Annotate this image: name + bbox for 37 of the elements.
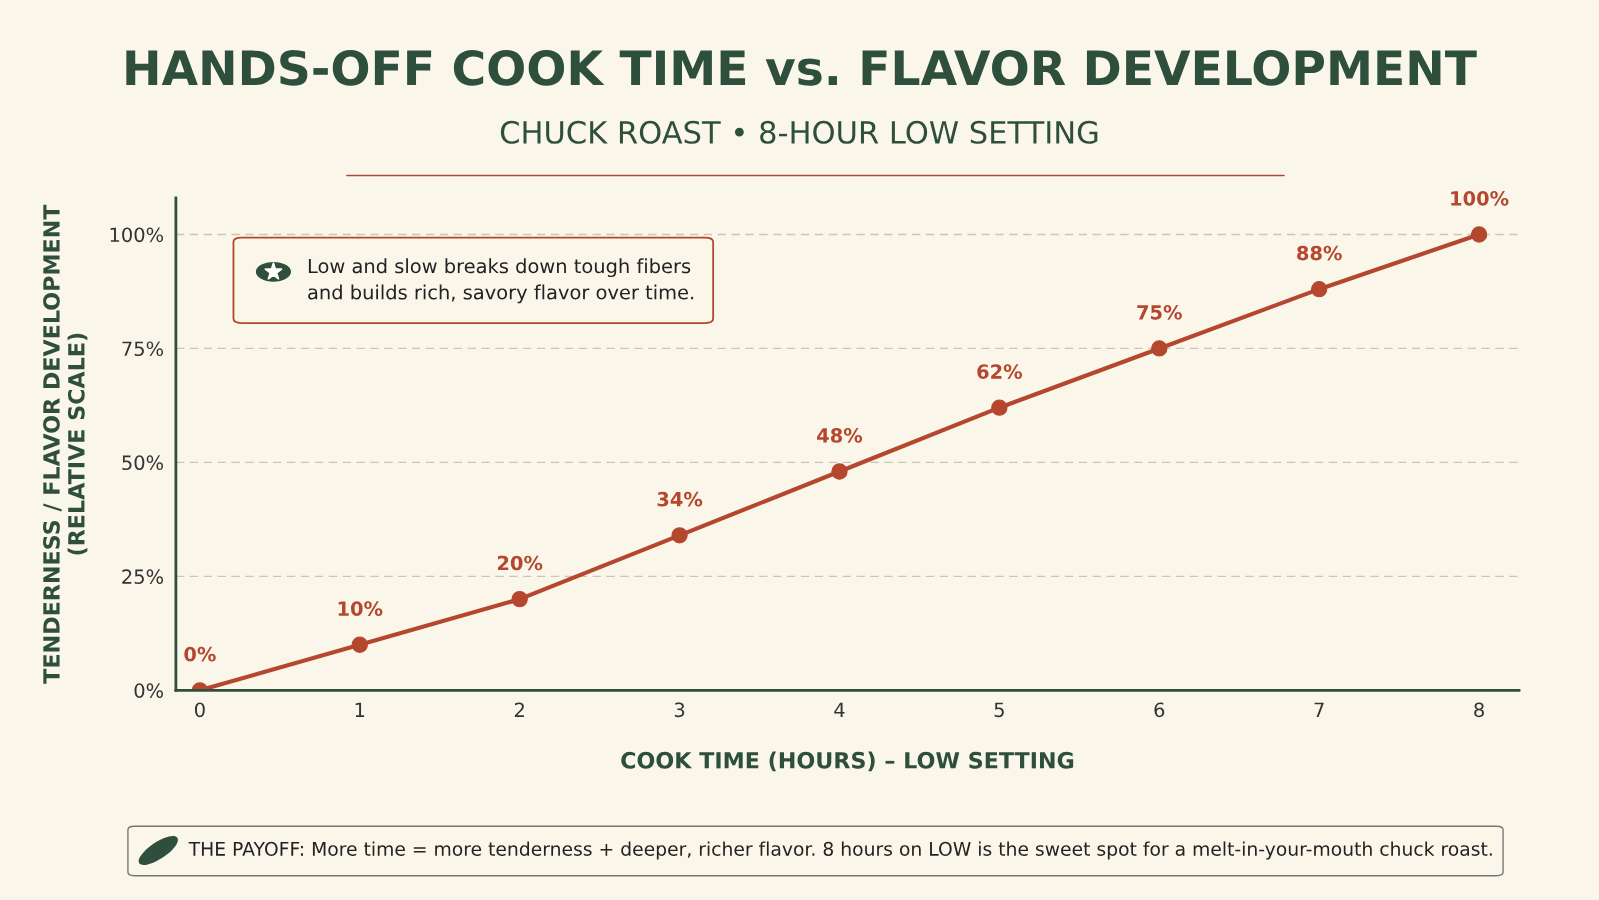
text: 20%	[497, 555, 543, 571]
text: 100%	[1451, 190, 1509, 206]
text: 88%	[1297, 245, 1342, 261]
chart-title: HANDS-OFF COOK TIME vs. FLAVOR DEVELOPMENT	[126, 49, 1477, 86]
x-axis-title: COOK TIME (HOURS) – LOW SETTING	[621, 751, 1074, 772]
text: 48%	[817, 428, 863, 443]
y-tick-label: 25%	[122, 569, 164, 585]
y-tick-label: 0%	[134, 683, 164, 698]
text: 10%	[338, 601, 383, 616]
point	[1151, 340, 1168, 357]
y-tick-label: 50%	[122, 455, 164, 471]
point	[1311, 281, 1328, 298]
x-tick-label: 1	[355, 702, 365, 717]
text: THE PAYOFF: More time = more tenderness + deeper, richer flavor. 8 hours on LOW is the sweet spot for a melt-in-your-mouth chuck roast.	[188, 841, 1492, 860]
x-tick-label: 4	[834, 702, 845, 717]
x-tick-label: 0	[194, 702, 205, 718]
text: 0%	[184, 646, 216, 662]
x-tick-label: 7	[1314, 702, 1324, 717]
x-tick-label: 5	[994, 702, 1004, 718]
point	[511, 590, 528, 608]
y-tick-label: 100%	[110, 227, 164, 243]
text: 62%	[977, 364, 1023, 379]
chart-subtitle: CHUCK ROAST • 8-HOUR LOW SETTING	[500, 120, 1098, 144]
x-tick-label: 3	[674, 702, 685, 718]
x-tick-label: 6	[1154, 702, 1165, 718]
annotation: Low and slow breaks down tough fibers and builds rich, savory flavor over time.	[308, 258, 694, 304]
point	[1470, 226, 1488, 243]
text: 34%	[657, 491, 703, 507]
point	[671, 527, 688, 544]
y-tick-label: 75%	[122, 341, 164, 357]
x-tick-label: 2	[514, 702, 524, 717]
point	[351, 636, 368, 653]
text: 75%	[1137, 304, 1182, 320]
point	[991, 399, 1008, 416]
point	[831, 463, 848, 480]
x-tick-label: 8	[1474, 702, 1484, 718]
y-axis-title: TENDERNESS / FLAVOR DEVELOPMENT (RELATIVE SCALE)	[43, 204, 88, 684]
